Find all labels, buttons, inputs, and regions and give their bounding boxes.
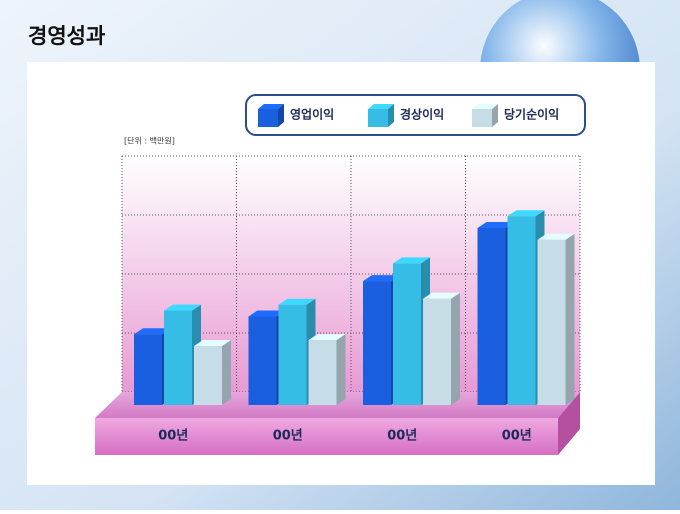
bar-top [477,222,515,228]
x-tick-label: 00년 [158,429,188,444]
bar-top [278,298,316,305]
bar [248,316,277,405]
legend-label: 경상이익 [400,107,444,122]
legend-swatch [368,109,388,127]
legend-swatch-top [258,104,284,109]
bar-top [134,328,171,335]
bar-top [393,257,430,264]
x-tick-label: 00년 [387,429,417,444]
bar [134,334,162,405]
bar [537,239,566,405]
legend-swatch-side [388,104,394,127]
bar [393,263,421,405]
floor-front [95,418,558,455]
bar-top [507,210,545,217]
floor-side [558,392,580,455]
legend-label: 당기순이익 [504,107,559,122]
bar [363,281,391,405]
bar [477,228,506,405]
title: 경영성과 [28,24,105,48]
bar-top [308,334,346,341]
legend-label: 영업이익 [290,107,334,122]
bar [194,346,222,405]
legend-swatch-top [472,104,498,109]
bar-top [194,340,231,346]
bar [423,298,451,405]
bar-side [222,340,231,405]
x-tick-label: 00년 [502,429,532,444]
bar-top [363,275,400,282]
bar-top [423,292,460,299]
bar-top [248,310,286,317]
bar [308,340,337,405]
bar-top [537,233,575,240]
legend-swatch [258,109,278,127]
bar-side [565,233,575,405]
legend [245,94,586,136]
legend-swatch-side [278,104,284,127]
bar-side [451,292,460,405]
bar-top [164,304,201,311]
legend-swatch-side [492,104,498,127]
legend-swatch-top [368,104,394,109]
legend-swatch [472,109,492,127]
bar [278,304,307,405]
x-tick-label: 00년 [273,429,303,444]
bar [164,310,192,405]
bar [507,216,536,405]
unit-label: [단위 : 백만원] [124,136,175,146]
bar-side [336,334,346,405]
